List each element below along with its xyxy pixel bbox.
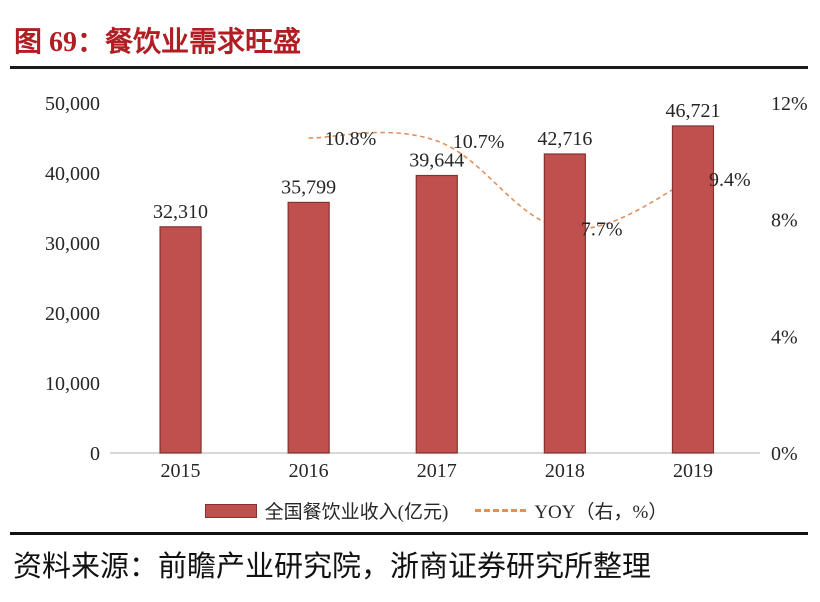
left-axis-tick: 50,000 [45,93,100,115]
yoy-label-2016: 10.8% [325,128,377,150]
bar-label-2015: 32,310 [153,201,208,223]
combo-chart: 0 10,000 20,000 30,000 40,000 50,000 0% 4% 8% 12%… [45,93,808,482]
left-axis-tick: 30,000 [45,233,100,255]
legend-line-swatch [475,509,527,512]
legend-bar-label: 全国餐饮业收入(亿元) [264,502,449,523]
yoy-line [308,131,694,230]
bar-label-2018: 42,716 [537,128,592,150]
bar-2017 [415,174,458,454]
yoy-label-2019: 9.4% [709,169,751,191]
title-divider [10,66,808,69]
figure-title: 图 69：餐饮业需求旺盛 [14,27,302,58]
left-axis-tick: 10,000 [45,373,100,395]
right-axis-tick: 12% [771,93,808,115]
category-label-2015: 2015 [161,460,201,482]
bar-label-2017: 39,644 [409,149,464,171]
category-label-2018: 2018 [545,460,585,482]
yoy-label-2018: 7.7% [581,218,623,240]
left-axis-tick: 20,000 [45,303,100,325]
bar-2015 [159,226,202,454]
left-axis-tick: 40,000 [45,163,100,185]
right-axis-tick: 4% [771,326,798,348]
bar-label-2016: 35,799 [281,176,336,198]
source-divider [10,532,808,535]
bar-2018 [543,153,586,454]
source-text: 资料来源：前瞻产业研究院，浙商证券研究所整理 [13,551,652,583]
category-label-2016: 2016 [289,460,329,482]
bar-label-2019: 46,721 [665,100,720,122]
chart-legend: 全国餐饮业收入(亿元) YOY（右，%） [26,497,820,524]
yoy-label-2017: 10.7% [453,131,505,153]
right-axis-tick: 8% [771,210,798,232]
category-label-2017: 2017 [417,460,457,482]
right-axis-tick: 0% [771,443,798,465]
category-label-2019: 2019 [673,460,713,482]
bar-2016 [287,201,330,454]
legend-line-label: YOY（右，%） [534,502,668,523]
legend-bar-swatch [204,503,257,518]
left-axis-tick: 0 [90,443,100,465]
bar-2019 [671,125,715,454]
